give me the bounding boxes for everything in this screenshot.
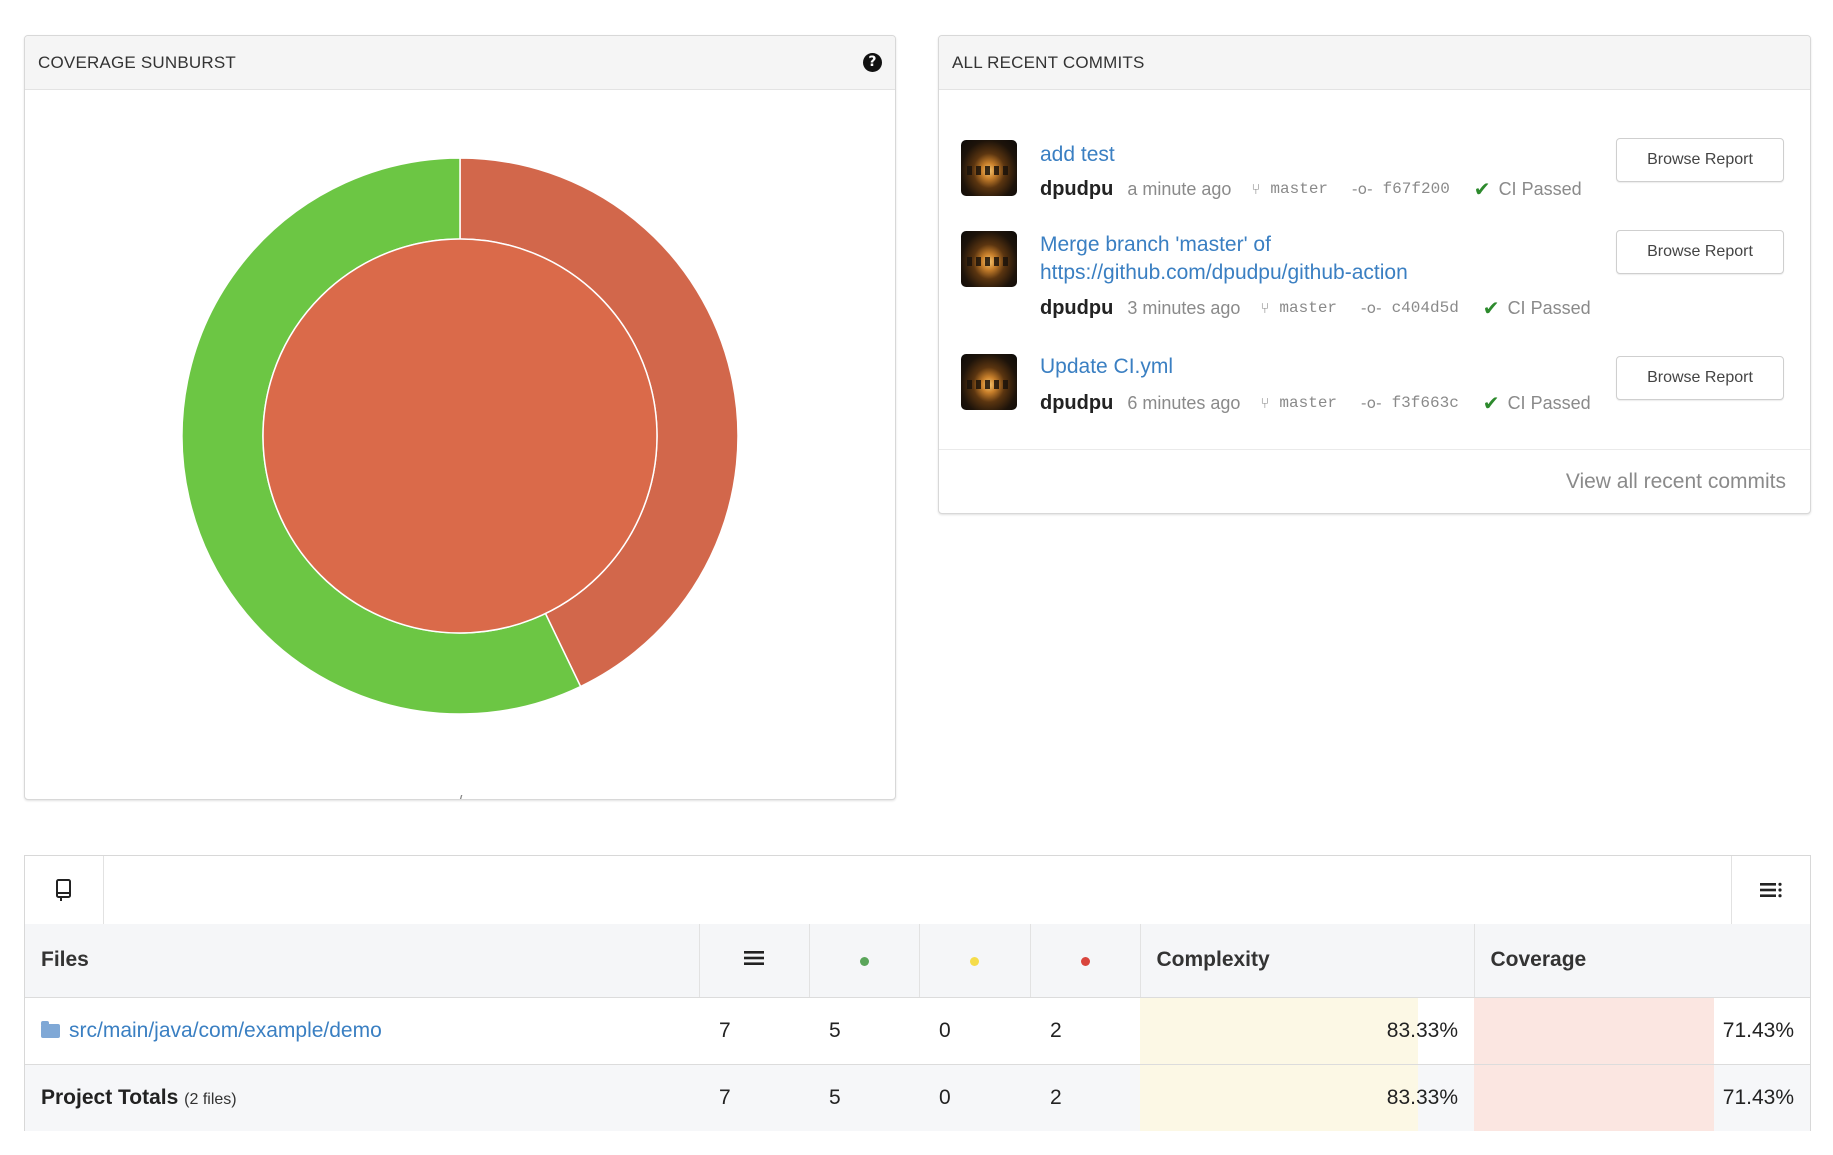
file-name-cell: src/main/java/com/example/demo (25, 997, 699, 1064)
ci-status: CI Passed (1507, 297, 1591, 318)
commit-message-link[interactable]: Update CI.yml (1040, 355, 1174, 378)
commit-meta: dpudpu a minute ago ⑂ master -o- f67f200… (1040, 177, 1582, 201)
commit-branch: master (1270, 180, 1329, 198)
avatar (961, 140, 1017, 196)
browse-report-button[interactable]: Browse Report (1616, 138, 1784, 182)
complexity-value: 83.33% (1386, 1085, 1458, 1109)
file-link[interactable]: src/main/java/com/example/demo (69, 1018, 382, 1042)
commit-sha-icon: -o- (1361, 394, 1382, 412)
table-header-row: Files Complexity Coverage (25, 924, 1810, 998)
commit-author: dpudpu (1040, 391, 1114, 414)
browse-report-button[interactable]: Browse Report (1616, 356, 1784, 400)
sunburst-path-label: / (25, 792, 895, 799)
lines-cell: 7 (719, 1018, 731, 1042)
check-icon: ✔ (1482, 296, 1500, 320)
complexity-value: 83.33% (1386, 1018, 1458, 1042)
ci-status: CI Passed (1498, 178, 1582, 199)
commit-message-link[interactable]: Merge branch 'master' of https://github.… (1040, 233, 1408, 284)
commit-meta: dpudpu 3 minutes ago ⑂ master -o- c404d5… (1040, 296, 1591, 320)
totals-label: Project Totals (41, 1085, 179, 1109)
commit-author: dpudpu (1040, 296, 1114, 319)
commit-time: a minute ago (1127, 178, 1232, 199)
file-view-toggle[interactable] (25, 856, 104, 924)
commit-sha-icon: -o- (1361, 299, 1382, 317)
avatar (961, 354, 1017, 410)
check-icon: ✔ (1482, 391, 1500, 415)
missed-dot-icon (1080, 957, 1090, 967)
commit-branch: master (1279, 299, 1338, 317)
files-table: Files Complexity Coverage src/main/java/… (25, 924, 1810, 1131)
commit-sha-icon: -o- (1352, 180, 1373, 198)
browse-report-button[interactable]: Browse Report (1616, 230, 1784, 274)
totals-label-cell: Project Totals (2 files) (25, 1064, 699, 1131)
list-options-icon (1760, 882, 1782, 898)
coverage-cell: 71.43% (1474, 1064, 1810, 1131)
view-all-commits-link[interactable]: View all recent commits (939, 449, 1810, 513)
commits-header: ALL RECENT COMMITS (939, 36, 1810, 90)
misses-column-header[interactable] (1030, 924, 1141, 998)
recent-commits-panel: ALL RECENT COMMITS add test dpudpu a min… (938, 35, 1811, 514)
check-icon: ✔ (1473, 177, 1491, 201)
commit-meta: dpudpu 6 minutes ago ⑂ master -o- f3f663… (1040, 391, 1591, 415)
misses-cell: 2 (1050, 1085, 1062, 1109)
complexity-bar (1140, 1064, 1419, 1131)
table-row: src/main/java/com/example/demo 7 5 0 2 8… (25, 997, 1810, 1064)
hits-cell: 5 (829, 1018, 841, 1042)
coverage-bar (1474, 1064, 1714, 1131)
complexity-cell: 83.33% (1140, 1064, 1474, 1131)
column-options-button[interactable] (1731, 856, 1810, 924)
commit-sha: f67f200 (1382, 180, 1450, 198)
coverage-cell: 71.43% (1474, 997, 1810, 1064)
files-toolbar (25, 856, 1810, 925)
commit-sha: c404d5d (1391, 299, 1459, 317)
partial-dot-icon (970, 957, 979, 967)
files-column-header[interactable]: Files (25, 924, 700, 998)
help-icon[interactable]: ? (863, 53, 882, 72)
ci-status: CI Passed (1507, 392, 1591, 413)
partials-cell: 0 (939, 1085, 951, 1109)
commits-title: ALL RECENT COMMITS (952, 52, 1145, 72)
commit-sha: f3f663c (1391, 394, 1459, 412)
complexity-bar (1140, 997, 1419, 1064)
lines-cell: 7 (719, 1085, 731, 1109)
totals-row: Project Totals (2 files) 7 5 0 2 83.33% … (25, 1064, 1810, 1131)
sunburst-header: COVERAGE SUNBURST ? (25, 36, 895, 90)
commit-message-link[interactable]: add test (1040, 143, 1115, 166)
coverage-sunburst-panel: COVERAGE SUNBURST ? / (24, 35, 896, 800)
branch-icon: ⑂ (1260, 394, 1270, 412)
lines-icon (744, 951, 764, 966)
commit-time: 6 minutes ago (1127, 392, 1241, 413)
coverage-bar (1474, 997, 1714, 1064)
sunburst-chart[interactable] (25, 90, 895, 800)
hit-dot-icon (859, 957, 869, 967)
avatar (961, 231, 1017, 287)
branch-icon: ⑂ (1251, 180, 1261, 198)
files-table-panel: Files Complexity Coverage src/main/java/… (24, 855, 1811, 1131)
coverage-value: 71.43% (1722, 1085, 1794, 1109)
hits-column-header[interactable] (809, 924, 920, 998)
lines-column-header[interactable] (699, 924, 810, 998)
complexity-cell: 83.33% (1140, 997, 1474, 1064)
partials-cell: 0 (939, 1018, 951, 1042)
hits-cell: 5 (829, 1085, 841, 1109)
branch-icon: ⑂ (1260, 299, 1270, 317)
coverage-value: 71.43% (1722, 1018, 1794, 1042)
commit-time: 3 minutes ago (1127, 297, 1241, 318)
misses-cell: 2 (1050, 1018, 1062, 1042)
totals-file-count: (2 files) (184, 1090, 237, 1108)
sunburst-inner-root[interactable] (262, 238, 658, 634)
coverage-column-header[interactable]: Coverage (1474, 924, 1810, 998)
partials-column-header[interactable] (919, 924, 1031, 998)
book-icon (56, 879, 71, 901)
sunburst-title: COVERAGE SUNBURST (38, 52, 236, 72)
commit-branch: master (1279, 394, 1338, 412)
commit-author: dpudpu (1040, 177, 1114, 200)
folder-icon (41, 1020, 60, 1038)
complexity-column-header[interactable]: Complexity (1140, 924, 1475, 998)
